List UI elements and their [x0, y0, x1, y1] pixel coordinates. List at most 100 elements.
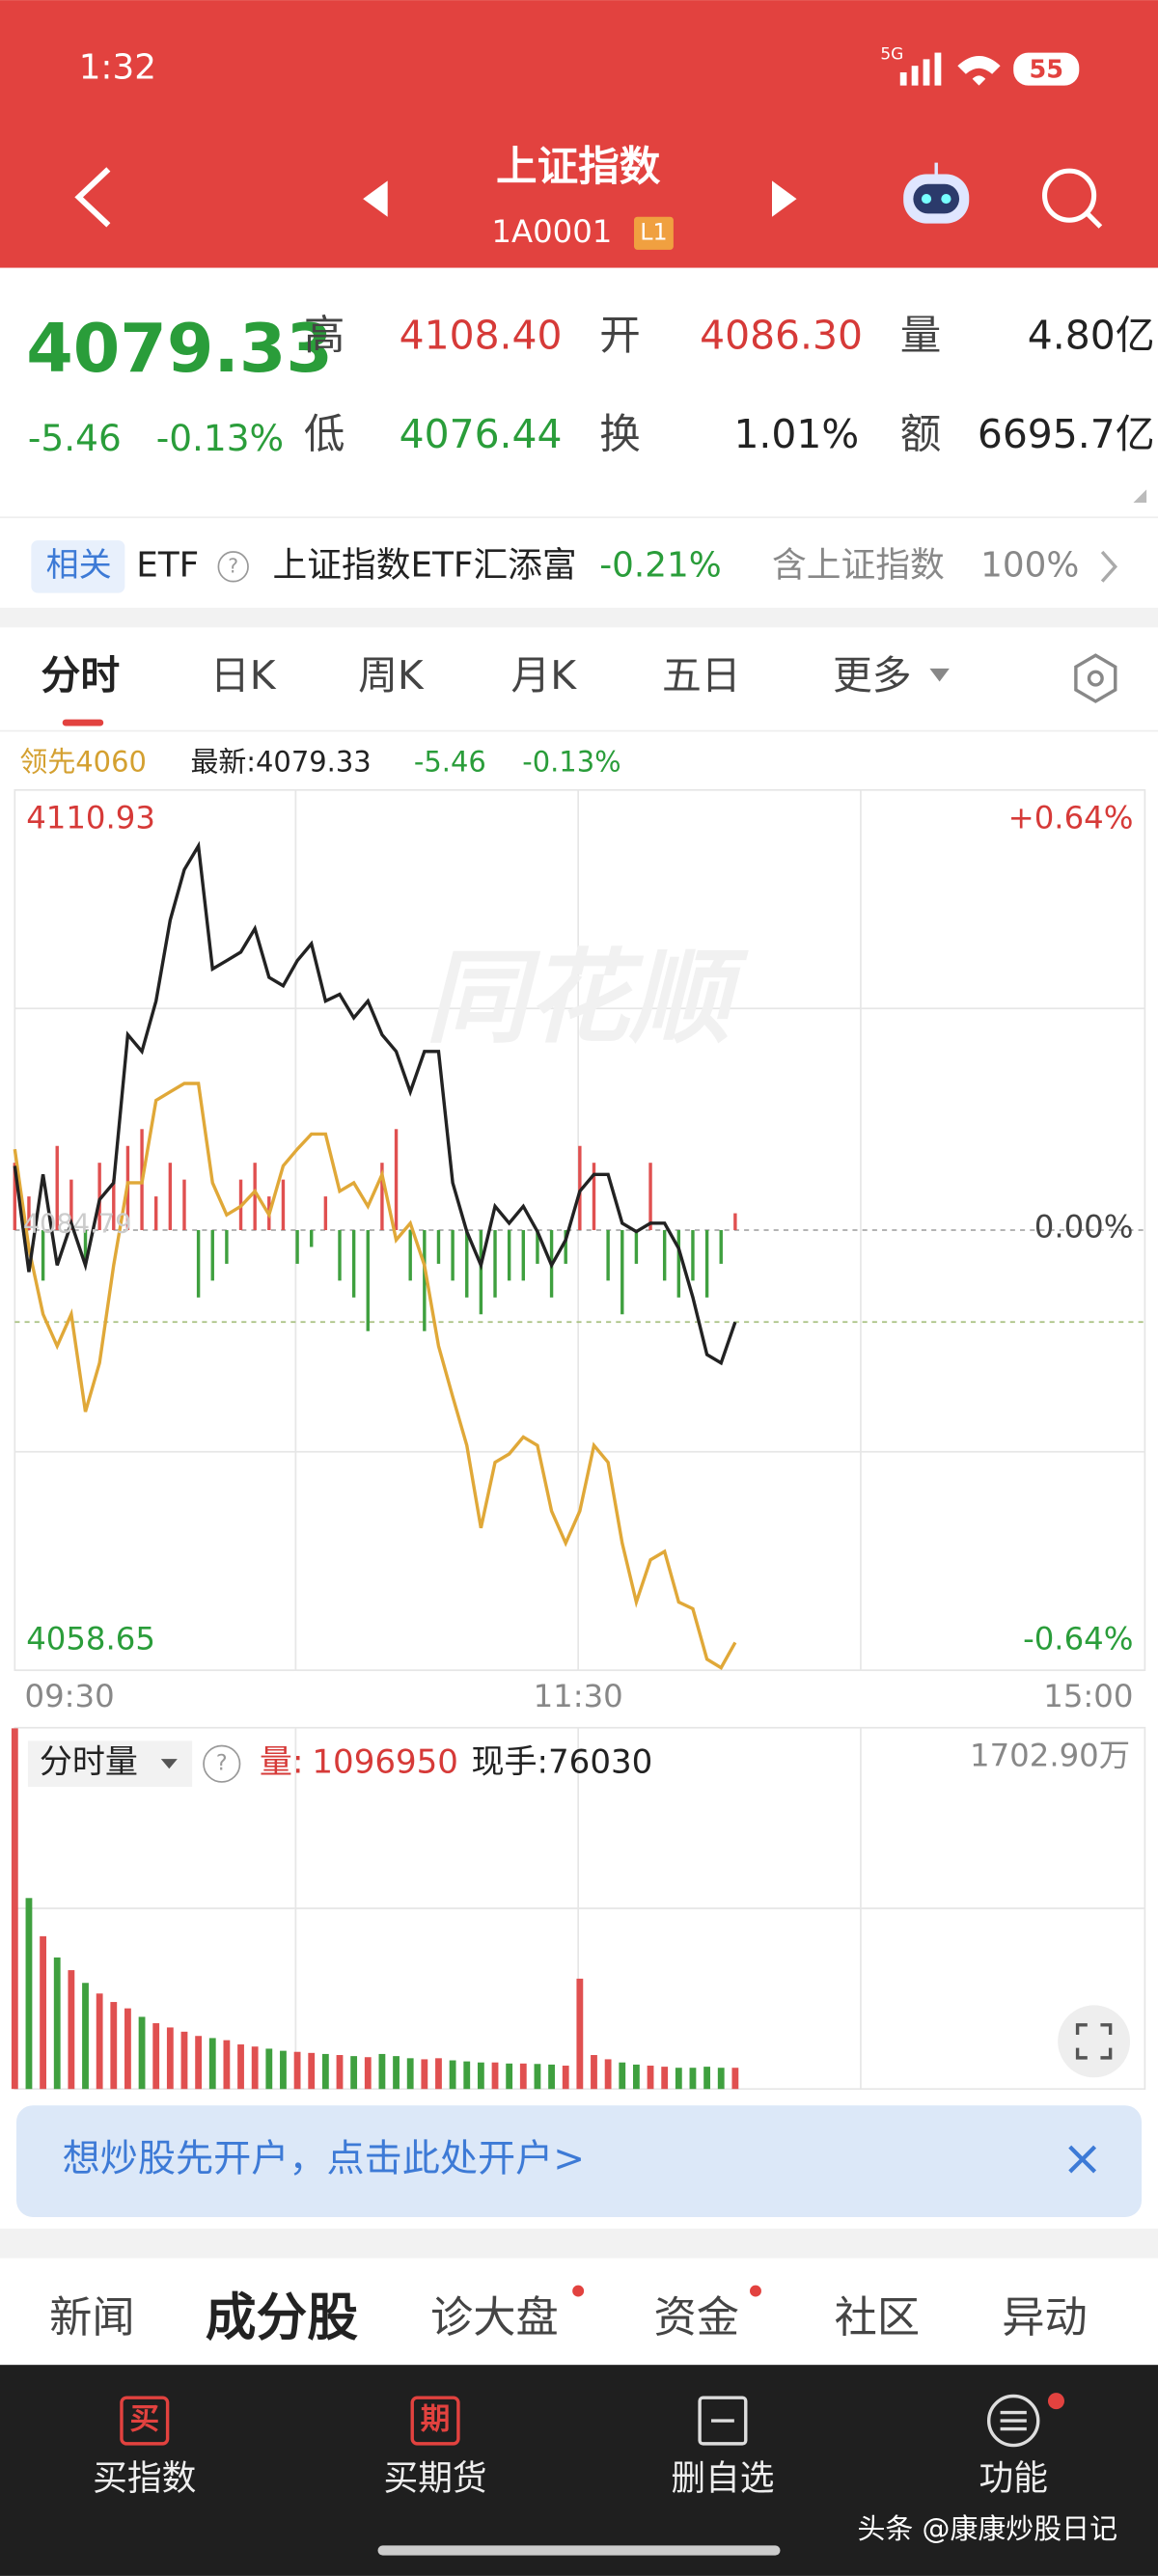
volume-bar — [633, 2064, 640, 2090]
clock: 1:32 — [79, 48, 156, 88]
nav-label[interactable]: 买期货 — [383, 2458, 486, 2498]
etf-arrow[interactable] — [1100, 550, 1118, 583]
tab[interactable]: 分时 — [41, 652, 121, 699]
nav-icon-text: 买 — [129, 2403, 159, 2437]
breadth-bar — [436, 1230, 441, 1264]
volume-bar — [689, 2068, 697, 2090]
nav-icon — [698, 2396, 748, 2446]
selector-caret — [160, 1759, 178, 1769]
volume-bar — [195, 2036, 203, 2090]
nav-label[interactable]: 功能 — [979, 2458, 1047, 2498]
volume-bar — [534, 2064, 541, 2090]
header-bg — [0, 0, 1158, 268]
breadth-bar — [704, 1230, 709, 1298]
badge-dot — [750, 2285, 761, 2297]
etf-type: ETF — [136, 545, 199, 585]
volume-bar — [717, 2068, 725, 2090]
volume-bar — [647, 2066, 654, 2090]
separator — [0, 607, 1158, 628]
stat-label: 高 — [304, 313, 345, 360]
volume-bar — [576, 1978, 584, 2090]
legend-change: -5.46 — [414, 746, 486, 779]
breadth-bar — [606, 1230, 610, 1281]
tab[interactable]: 日K — [210, 652, 277, 699]
breadth-bar — [182, 1179, 186, 1230]
volume-bar — [265, 2048, 273, 2090]
battery: 55 — [1029, 55, 1063, 84]
etf-tag: 相关 — [46, 546, 112, 585]
breadth-bar — [733, 1213, 737, 1230]
price: 4079.33 — [26, 310, 333, 388]
volume-bar — [703, 2067, 710, 2090]
tab[interactable]: 月K — [510, 652, 577, 699]
volume-bar — [11, 1728, 18, 2090]
volume-selector: 分时量 — [40, 1743, 138, 1782]
volume-value: 1096950 — [312, 1743, 458, 1782]
content-tab[interactable]: 异动 — [1002, 2293, 1088, 2343]
volume-bar — [293, 2051, 301, 2090]
banner-close[interactable]: × — [1062, 2130, 1103, 2187]
tab[interactable]: 更多 — [833, 652, 912, 699]
help-icon[interactable] — [203, 1744, 241, 1783]
breadth-bar — [196, 1230, 201, 1298]
content-tab[interactable]: 成分股 — [206, 2288, 359, 2347]
breadth-bar — [564, 1230, 567, 1264]
separator — [0, 2228, 1158, 2259]
volume-bar — [166, 2027, 174, 2090]
breadth-bar — [323, 1196, 328, 1230]
back-button[interactable] — [74, 167, 111, 228]
breadth-bar — [27, 1196, 31, 1230]
breadth-bar — [41, 1230, 45, 1281]
tab[interactable]: 周K — [358, 652, 425, 699]
pct-mid: 0.00% — [1034, 1208, 1134, 1245]
volume-bar — [138, 2016, 146, 2090]
content-tab[interactable]: 资金 — [653, 2293, 739, 2343]
breadth-bar — [351, 1230, 356, 1298]
breadth-bar — [521, 1230, 525, 1281]
volume-bar — [96, 1993, 103, 2090]
banner[interactable] — [16, 2105, 1142, 2217]
tab[interactable]: 五日 — [662, 652, 741, 699]
pct-top: +0.64% — [1008, 799, 1134, 836]
more-caret[interactable] — [929, 668, 950, 682]
volume-bar — [477, 2062, 484, 2090]
breadth-bar — [295, 1230, 299, 1264]
signal-icons — [899, 52, 1080, 86]
nav-label[interactable]: 买指数 — [93, 2458, 196, 2498]
help: ? — [216, 1751, 228, 1776]
robot-icon[interactable] — [903, 162, 970, 224]
volume-bar — [519, 2063, 527, 2090]
prev-close-label: 4084.79 — [23, 1209, 132, 1239]
settings-icon[interactable] — [1074, 653, 1117, 703]
breadth-bar — [592, 1163, 596, 1230]
level-badge — [634, 216, 674, 250]
change: -5.46 — [28, 417, 122, 459]
badge-dot — [572, 2285, 585, 2297]
volume-bar — [562, 2066, 569, 2090]
code: 1A0001 — [491, 213, 612, 250]
nav-label[interactable]: 删自选 — [671, 2458, 774, 2498]
volume-bar — [506, 2063, 513, 2090]
breadth-bar — [465, 1230, 469, 1298]
next-button[interactable] — [772, 180, 797, 217]
help-icon[interactable] — [217, 551, 249, 583]
search-icon[interactable] — [1042, 168, 1103, 229]
selector-bg[interactable] — [27, 1740, 193, 1788]
volume-bar — [321, 2053, 329, 2090]
content-tab[interactable]: 新闻 — [49, 2293, 135, 2343]
breadth-bar — [493, 1230, 497, 1298]
leader-line — [13, 1082, 737, 1670]
volume-bar — [223, 2040, 231, 2090]
fullscreen-button[interactable] — [1058, 2005, 1131, 2078]
banner-text: 想炒股先开户，点击此处开户> — [63, 2138, 585, 2181]
breadth-bar — [691, 1230, 695, 1281]
content-tab[interactable]: 社区 — [835, 2293, 921, 2343]
prev-button[interactable] — [363, 180, 388, 217]
stat-value: 4076.44 — [400, 411, 563, 457]
watermark: 同花顺 — [426, 939, 749, 1057]
price-line — [13, 840, 737, 1366]
content-tab[interactable]: 诊大盘 — [430, 2293, 559, 2343]
breadth-bar — [154, 1196, 158, 1230]
breadth-bar — [634, 1230, 639, 1264]
expand-corner[interactable] — [1133, 489, 1147, 503]
